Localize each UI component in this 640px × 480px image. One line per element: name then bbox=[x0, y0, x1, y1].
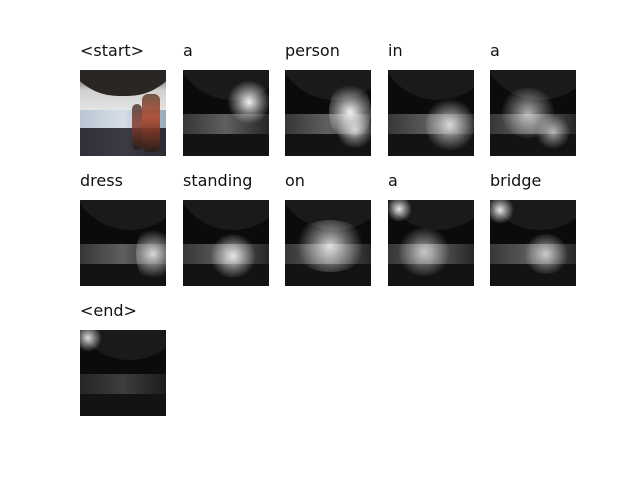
token-cell-end: <end> bbox=[80, 301, 166, 416]
token-word: on bbox=[285, 171, 305, 190]
token-cell-bridge: bridge bbox=[490, 171, 576, 286]
attention-band bbox=[80, 374, 166, 394]
token-cell-standing: standing bbox=[183, 171, 269, 286]
attention-highlight bbox=[337, 110, 371, 150]
token-word: dress bbox=[80, 171, 123, 190]
token-word: standing bbox=[183, 171, 253, 190]
attention-arch bbox=[183, 200, 269, 230]
attention-highlight bbox=[522, 234, 570, 274]
token-cell-start: <start> bbox=[80, 41, 166, 156]
token-word: <start> bbox=[80, 41, 145, 60]
attention-highlight bbox=[80, 330, 102, 352]
attention-map-tile bbox=[388, 200, 474, 286]
token-cell-on: on bbox=[285, 171, 371, 286]
attention-highlight bbox=[396, 228, 452, 276]
photo-person-1 bbox=[132, 104, 142, 150]
attention-ground bbox=[80, 394, 166, 416]
attention-highlight bbox=[426, 96, 474, 154]
attention-highlight bbox=[136, 224, 166, 284]
token-word: a bbox=[388, 171, 398, 190]
token-word: a bbox=[183, 41, 193, 60]
token-word: <end> bbox=[80, 301, 137, 320]
attention-map-tile bbox=[490, 200, 576, 286]
attention-map-tile bbox=[80, 330, 166, 416]
photo-person-2 bbox=[142, 94, 160, 152]
attention-ground bbox=[183, 134, 269, 156]
attention-highlight bbox=[291, 220, 369, 272]
attention-map-tile bbox=[285, 70, 371, 156]
token-word: in bbox=[388, 41, 403, 60]
attention-map-tile bbox=[80, 200, 166, 286]
attention-highlight bbox=[388, 200, 412, 222]
attention-map-tile bbox=[183, 70, 269, 156]
attention-map-tile bbox=[490, 70, 576, 156]
token-cell-a-1: a bbox=[183, 41, 269, 156]
attention-map-tile bbox=[388, 70, 474, 156]
attention-highlight bbox=[536, 114, 570, 150]
token-cell-a-3: a bbox=[388, 171, 474, 286]
attention-highlight bbox=[209, 234, 257, 278]
token-cell-person: person bbox=[285, 41, 371, 156]
token-word: a bbox=[490, 41, 500, 60]
token-cell-in: in bbox=[388, 41, 474, 156]
attention-ground bbox=[285, 264, 371, 286]
token-word: bridge bbox=[490, 171, 542, 190]
attention-highlight bbox=[227, 80, 269, 124]
attention-arch bbox=[388, 70, 474, 100]
input-photo-tile bbox=[80, 70, 166, 156]
attention-map-tile bbox=[183, 200, 269, 286]
token-cell-a-2: a bbox=[490, 41, 576, 156]
token-cell-dress: dress bbox=[80, 171, 166, 286]
attention-map-tile bbox=[285, 200, 371, 286]
token-word: person bbox=[285, 41, 340, 60]
